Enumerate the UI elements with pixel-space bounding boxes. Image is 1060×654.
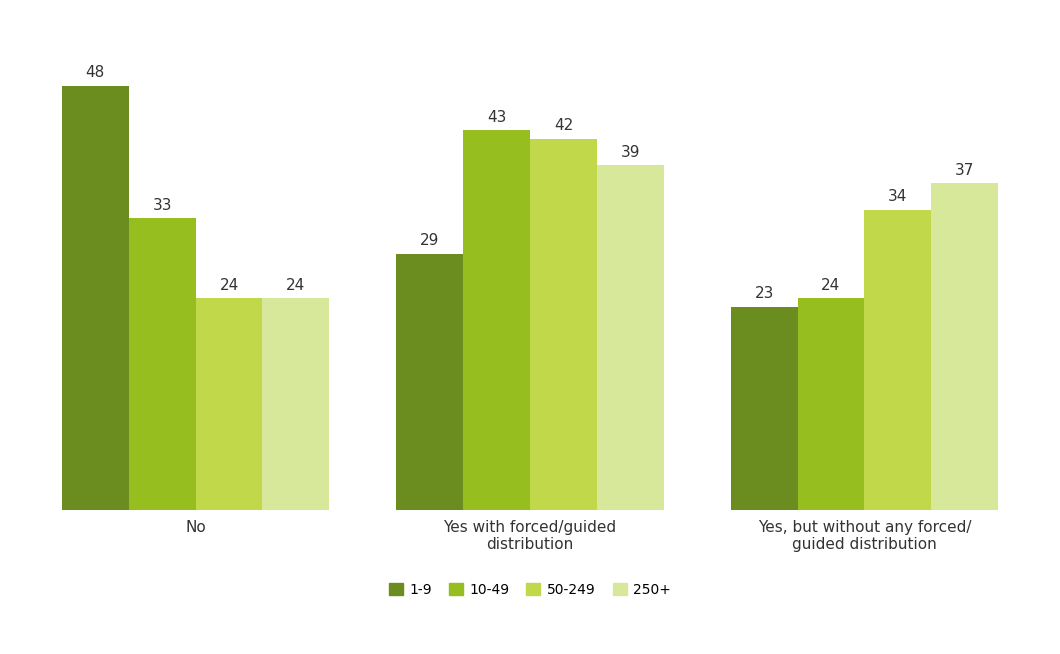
Bar: [196, 298, 263, 510]
Text: 39: 39: [620, 145, 640, 160]
Bar: [797, 298, 864, 510]
Text: 34: 34: [888, 189, 907, 204]
Text: 43: 43: [487, 110, 507, 125]
Text: 24: 24: [286, 277, 305, 292]
Bar: [530, 139, 597, 510]
Text: 48: 48: [86, 65, 105, 80]
Bar: [932, 183, 999, 510]
Bar: [730, 307, 797, 510]
Bar: [864, 209, 932, 510]
Bar: [463, 130, 530, 510]
Legend: 1-9, 10-49, 50-249, 250+: 1-9, 10-49, 50-249, 250+: [383, 577, 677, 602]
Text: 24: 24: [219, 277, 238, 292]
Text: 29: 29: [420, 233, 439, 249]
Text: 23: 23: [755, 286, 774, 301]
Bar: [597, 165, 664, 510]
Bar: [263, 298, 330, 510]
Text: 33: 33: [153, 198, 172, 213]
Text: 42: 42: [553, 118, 573, 133]
Bar: [128, 218, 196, 510]
Bar: [396, 254, 463, 510]
Text: 24: 24: [822, 277, 841, 292]
Bar: [61, 86, 128, 510]
Text: 37: 37: [955, 163, 974, 178]
